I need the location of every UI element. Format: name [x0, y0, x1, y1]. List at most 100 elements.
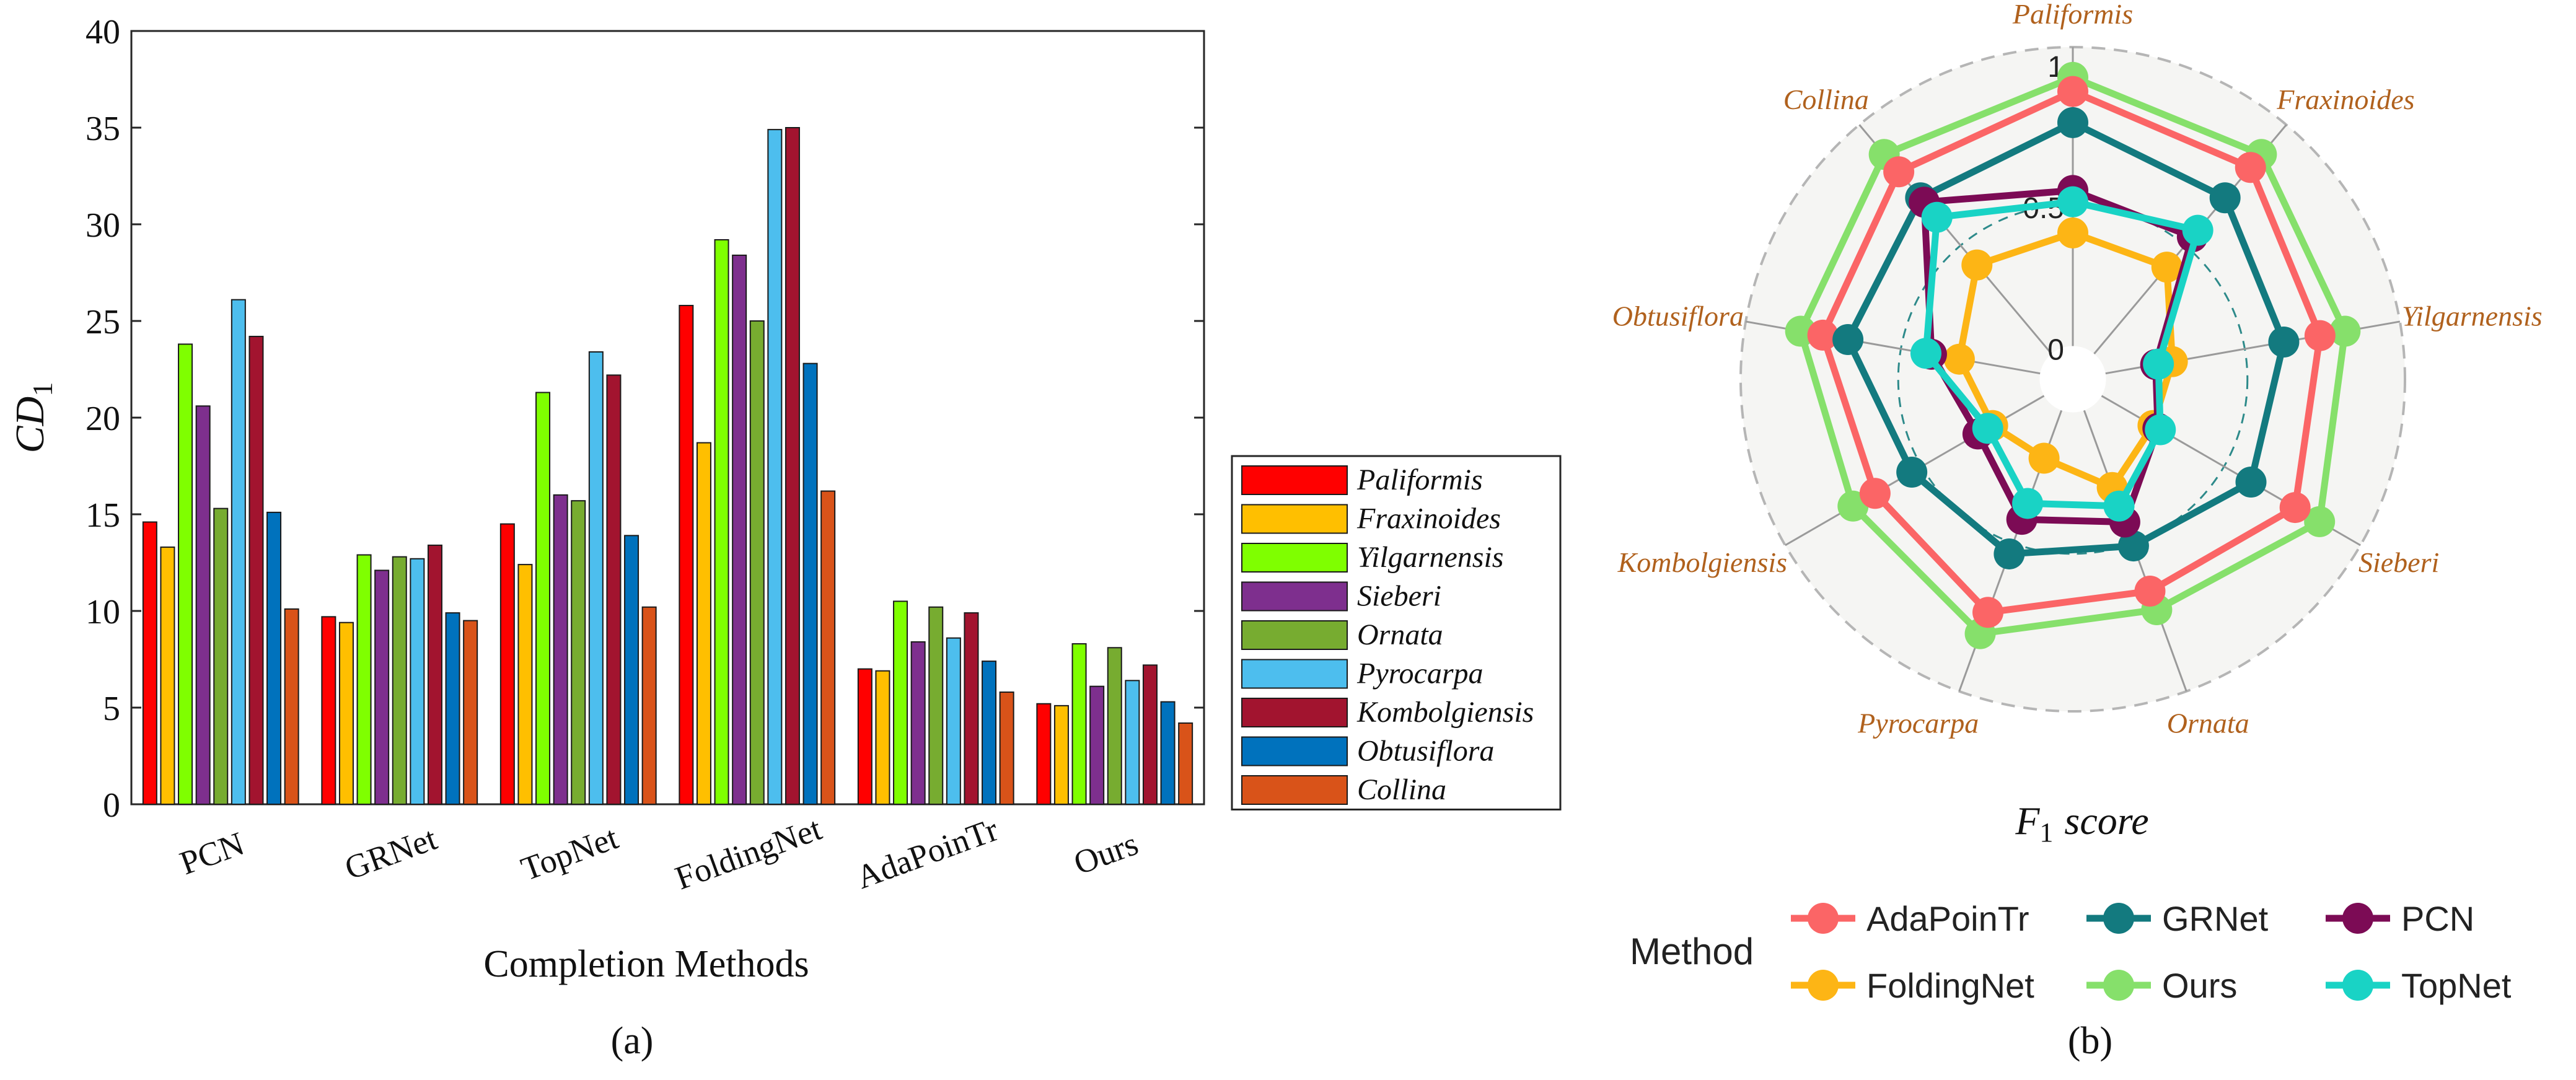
radar-point-topnet-ornata: [2103, 490, 2135, 522]
bar-obtusiflora-ours: [1160, 701, 1176, 806]
bar-ornata-pcn: [213, 507, 229, 805]
bar-legend-label: Fraxinoides: [1356, 503, 1501, 535]
bar-kombolgiensis-foldingnet: [785, 127, 800, 805]
bar-fraxinoides-adapointr: [875, 670, 890, 805]
bar-legend-label: Collina: [1357, 773, 1446, 806]
radar-point-foldingnet-collina: [1961, 249, 1993, 281]
bar-legend-label: Yilgarnensis: [1357, 541, 1503, 574]
radar-point-grnet-sieberi: [2235, 466, 2267, 498]
bar-legend-swatch: [1241, 465, 1348, 495]
bar-kombolgiensis-topnet: [606, 374, 622, 805]
radar-legend-marker: [1808, 970, 1839, 1001]
radar-point-adapointr-fraxinoides: [2235, 152, 2266, 183]
bar-legend-label: Sieberi: [1357, 580, 1441, 613]
bar-fraxinoides-pcn: [160, 547, 175, 805]
radar-legend-title: Method: [1630, 931, 1754, 972]
radar-hub: [2039, 346, 2106, 413]
radar-point-topnet-collina: [1921, 201, 1953, 233]
bar-pyrocarpa-adapointr: [946, 637, 961, 806]
radar-legend-marker: [2342, 970, 2373, 1001]
bar-legend-swatch: [1241, 775, 1348, 805]
bar-sieberi-topnet: [553, 494, 568, 805]
bar-pyrocarpa-foldingnet: [767, 129, 783, 805]
radar-legend-marker: [2103, 970, 2134, 1001]
bar-paliformis-adapointr: [857, 668, 873, 805]
bar-yilgarnensis-grnet: [356, 554, 372, 806]
radar-point-adapointr-collina: [1883, 156, 1915, 188]
radar-axis-label: Fraxinoides: [2276, 84, 2414, 115]
bar-yilgarnensis-foldingnet: [714, 239, 729, 805]
bar-legend-swatch: [1241, 543, 1348, 573]
panel-label-a: (a): [611, 1020, 654, 1062]
radar-axis-label: Collina: [1783, 84, 1869, 115]
bar-fraxinoides-foldingnet: [696, 442, 711, 805]
radar-point-grnet-kombolgiensis: [1896, 457, 1928, 488]
bar-y-tick-label: 0: [103, 786, 120, 825]
bar-y-tick-label: 5: [103, 690, 120, 728]
bar-paliformis-pcn: [142, 521, 157, 805]
radar-point-adapointr-ornata: [2134, 575, 2166, 607]
bar-y-tick-label: 30: [86, 206, 120, 245]
radar-legend-label: PCN: [2401, 899, 2474, 938]
radar-axis-label: Sieberi: [2358, 547, 2439, 578]
bar-fraxinoides-grnet: [338, 621, 354, 805]
bar-obtusiflora-foldingnet: [802, 362, 818, 805]
radar-point-adapointr-pyrocarpa: [1972, 597, 2004, 628]
bar-legend-label: Paliformis: [1356, 463, 1483, 496]
bar-paliformis-topnet: [499, 523, 515, 805]
bar-plot-area: [130, 30, 1205, 806]
bar-y-tick-label: 40: [86, 13, 120, 51]
radar-point-adapointr-kombolgiensis: [1859, 478, 1891, 509]
radar-point-topnet-fraxinoides: [2182, 214, 2213, 246]
radar-point-adapointr-yilgarnensis: [2304, 320, 2336, 351]
bar-x-tick-label: Ours: [1069, 825, 1143, 882]
bar-x-tick-label: GRNet: [340, 820, 441, 887]
bar-ornata-grnet: [392, 556, 407, 805]
radar-point-topnet-paliformis: [2057, 186, 2088, 217]
radar-point-topnet-kombolgiensis: [1972, 413, 2003, 444]
bar-pyrocarpa-pcn: [231, 299, 246, 805]
bar-ornata-ours: [1107, 647, 1122, 806]
radar-point-topnet-obtusiflora: [1910, 338, 1941, 369]
panel-label-b: (b): [2068, 1020, 2112, 1062]
radar-point-grnet-obtusiflora: [1832, 324, 1864, 356]
bar-ornata-topnet: [571, 500, 586, 805]
bar-x-tick-label: PCN: [175, 825, 248, 882]
radar-legend-label: AdaPoinTr: [1866, 899, 2029, 938]
bar-fraxinoides-topnet: [517, 564, 533, 805]
radar-point-topnet-yilgarnensis: [2143, 348, 2174, 380]
bar-legend-label: Pyrocarpa: [1356, 657, 1484, 690]
radar-axis-label: Paliformis: [2012, 0, 2133, 30]
radar-legend-label: GRNet: [2162, 899, 2269, 938]
bar-legend-swatch: [1241, 581, 1348, 612]
radar-point-ours-yilgarnensis: [2329, 315, 2361, 347]
bar-sieberi-ours: [1089, 685, 1105, 806]
radar-point-adapointr-sieberi: [2279, 492, 2311, 524]
bar-paliformis-ours: [1036, 703, 1052, 806]
radar-r-tick-label: 0: [2047, 333, 2064, 366]
radar-axis-label: Pyrocarpa: [1857, 707, 1979, 739]
radar-point-foldingnet-paliformis: [2057, 217, 2088, 248]
bar-x-tick-label: TopNet: [516, 819, 623, 888]
radar-point-grnet-yilgarnensis: [2268, 326, 2300, 358]
bar-collina-topnet: [641, 606, 657, 805]
bar-y-tick-label: 35: [86, 110, 120, 148]
radar-point-ours-sieberi: [2304, 506, 2336, 537]
radar-point-topnet-sieberi: [2145, 414, 2176, 446]
bar-sieberi-pcn: [195, 405, 211, 805]
bar-yilgarnensis-ours: [1071, 643, 1087, 806]
bar-yilgarnensis-pcn: [178, 343, 193, 805]
bar-yilgarnensis-adapointr: [893, 600, 908, 806]
radar-axis-label: Kombolgiensis: [1617, 547, 1787, 578]
bar-collina-foldingnet: [820, 490, 836, 805]
radar-point-topnet-pyrocarpa: [2012, 488, 2044, 519]
bar-kombolgiensis-ours: [1142, 664, 1158, 805]
radar-legend-marker: [1808, 903, 1839, 934]
bar-x-axis-label: Completion Methods: [483, 943, 809, 985]
radar-legend-label: TopNet: [2401, 966, 2512, 1005]
radar-legend-marker: [2103, 903, 2134, 934]
radar-series-grnet: [1844, 119, 2287, 558]
radar-axis-label: Obtusiflora: [1612, 301, 1744, 332]
bar-y-tick-label: 25: [86, 303, 120, 341]
radar-point-foldingnet-fraxinoides: [2151, 252, 2183, 283]
